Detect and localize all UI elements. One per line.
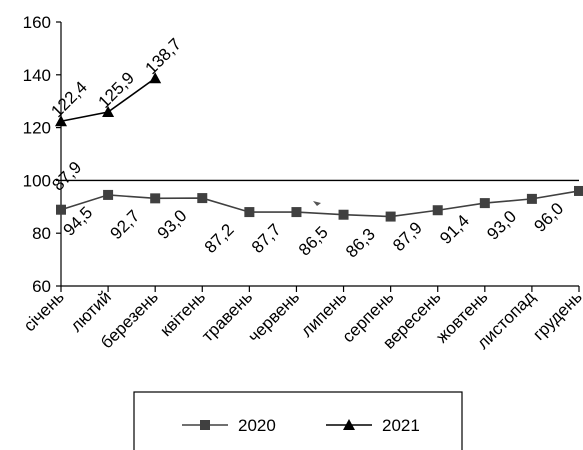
data-label-2020: 93,0	[154, 206, 191, 243]
data-point-2020	[56, 204, 66, 215]
data-label-2020: 86,5	[295, 223, 332, 260]
data-point-2021	[149, 72, 162, 84]
data-point-2020	[338, 209, 349, 220]
data-point-2020	[385, 211, 396, 222]
data-label-2020: 87,9	[389, 218, 426, 255]
data-point-2020	[526, 193, 537, 204]
y-tick-label: 60	[32, 277, 51, 296]
y-tick-label: 120	[23, 119, 51, 138]
data-label-2020: 87,2	[201, 220, 238, 257]
data-label-2021: 138,7	[142, 35, 186, 79]
y-tick-label: 160	[23, 13, 51, 32]
legend-label-2020: 2020	[238, 416, 276, 435]
legend-marker-2021	[343, 419, 355, 430]
data-label-2020: 92,7	[107, 206, 144, 243]
y-tick-label: 80	[32, 224, 51, 243]
y-axis: 60 80 100 120 140 160	[23, 13, 62, 296]
data-point-2020	[479, 198, 490, 209]
data-point-2021	[55, 115, 67, 127]
data-point-2020	[103, 189, 114, 200]
data-point-2020	[244, 207, 255, 218]
data-point-2020	[574, 185, 583, 196]
data-label-2020: 86,3	[342, 225, 379, 262]
data-label-2021: 122,4	[47, 78, 91, 122]
legend-marker-2020	[200, 420, 210, 430]
data-label-2020: 96,0	[530, 199, 567, 236]
series-layer	[55, 72, 583, 222]
y-tick-label: 140	[23, 66, 51, 85]
legend-label-2021: 2021	[382, 416, 420, 435]
data-labels: 87,994,5 92,7 93,0 87,2 87,7 86,5 86,3 87,9 91,4…	[47, 35, 567, 262]
data-label-2020: 87,7	[248, 220, 285, 257]
legend: 2020 2021	[133, 391, 463, 450]
series-line-2020	[60, 190, 580, 218]
data-label-2020: 87,9	[48, 158, 85, 195]
data-point-2020	[291, 207, 302, 218]
data-point-2020	[432, 205, 443, 216]
y-tick-label: 100	[23, 171, 51, 190]
legend-box	[133, 391, 463, 450]
x-tick-label: червень	[244, 287, 303, 346]
x-tick-label: грудень	[529, 287, 583, 344]
stray-mark	[313, 201, 321, 206]
data-point-2020	[150, 193, 161, 204]
data-label-2020: 91,4	[436, 211, 473, 248]
data-point-2020	[197, 193, 208, 204]
data-label-2020: 93,0	[483, 207, 520, 244]
x-axis: січеньлютийберезеньквітеньтравеньчервень…	[20, 179, 583, 353]
data-point-2021	[102, 106, 115, 118]
